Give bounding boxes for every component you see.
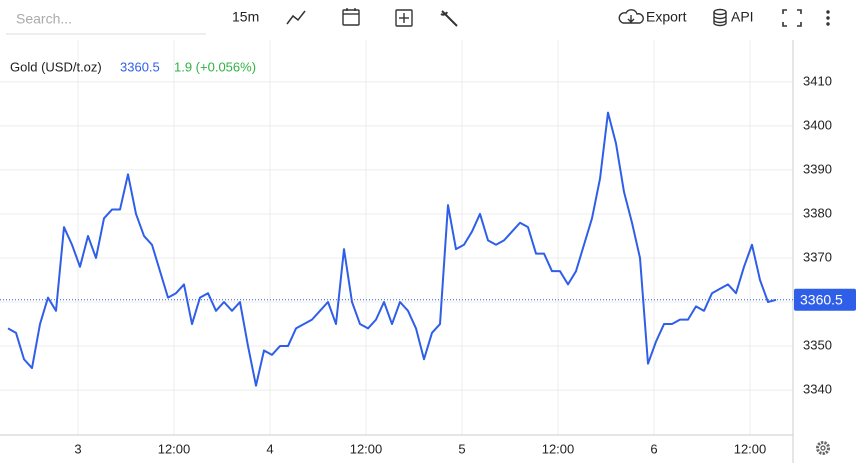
fullscreen-icon[interactable] [782, 9, 802, 27]
price-line [7, 111, 777, 387]
x-tick-label: 12:00 [542, 441, 575, 456]
settings-icon[interactable] [816, 441, 830, 455]
y-tick-label: 3400 [803, 117, 832, 132]
x-tick-label: 12:00 [734, 441, 767, 456]
legend-last-value: 3360.5 [120, 59, 160, 74]
x-tick-label: 12:00 [350, 441, 383, 456]
y-tick-label: 3340 [803, 382, 832, 397]
legend-change: 1.9 (+0.056%) [174, 59, 256, 74]
api-button[interactable]: API [731, 9, 754, 25]
add-indicator-icon[interactable] [395, 9, 413, 27]
settings-tool-icon[interactable] [440, 10, 458, 27]
y-tick-label: 3370 [803, 249, 832, 264]
x-tick-label: 5 [458, 441, 465, 456]
chart-type-icon[interactable] [286, 10, 306, 25]
api-icon[interactable] [713, 8, 727, 27]
interval-button[interactable]: 15m [232, 9, 259, 25]
export-icon[interactable] [618, 9, 644, 24]
x-tick-label: 3 [74, 441, 81, 456]
menu-icon[interactable] [826, 10, 830, 26]
y-tick-label: 3350 [803, 337, 832, 352]
export-button[interactable]: Export [646, 9, 687, 25]
plot-area: 33403350336033703380339034003410312:0041… [0, 40, 856, 463]
last-price-label: 3360.5 [800, 292, 843, 308]
y-tick-label: 3390 [803, 161, 832, 176]
calendar-icon[interactable] [342, 8, 360, 26]
x-tick-label: 4 [266, 441, 273, 456]
y-tick-label: 3380 [803, 205, 832, 220]
y-tick-label: 3410 [803, 73, 832, 88]
x-tick-label: 12:00 [158, 441, 191, 456]
last-price-badge [794, 288, 856, 311]
x-tick-label: 6 [650, 441, 657, 456]
legend-series-name: Gold (USD/t.oz) [10, 59, 102, 74]
search-input[interactable]: Search... [16, 11, 72, 27]
